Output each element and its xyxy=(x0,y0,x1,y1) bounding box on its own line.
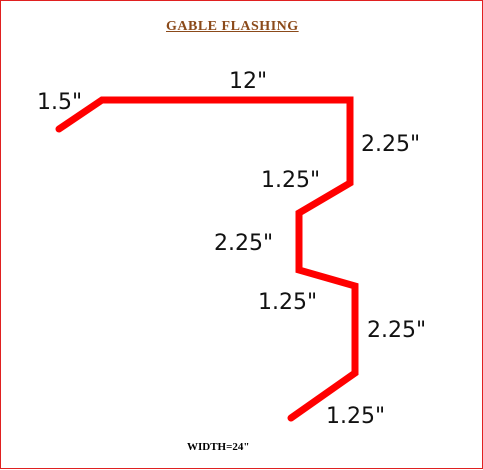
flashing-profile-line xyxy=(55,96,359,422)
diagram-title: GABLE FLASHING xyxy=(166,19,299,34)
dim-label-top: 12" xyxy=(229,69,267,94)
dim-label-drop3: 2.25" xyxy=(367,318,426,343)
width-note: WIDTH=24" xyxy=(187,441,250,453)
dim-label-kick: 1.25" xyxy=(326,404,385,429)
dim-label-hem: 1.5" xyxy=(37,90,82,115)
dim-label-drop1: 2.25" xyxy=(361,132,420,157)
dim-label-drop2: 2.25" xyxy=(214,231,273,256)
dim-label-step2: 1.25" xyxy=(258,290,317,315)
dim-label-step1: 1.25" xyxy=(261,168,320,193)
